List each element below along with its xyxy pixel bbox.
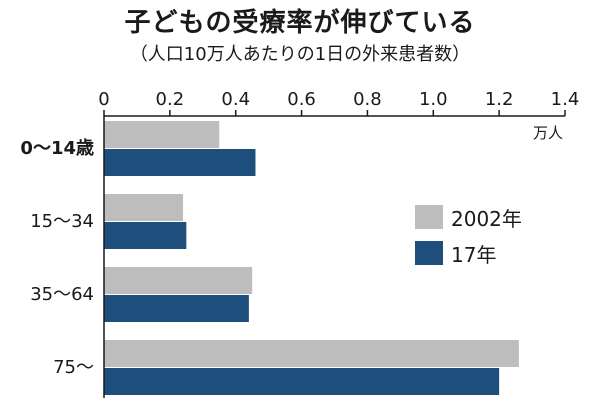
legend-label-17: 17年 [451, 242, 497, 267]
x-tick-label: 0.2 [156, 89, 185, 110]
x-tick-label: 1.4 [551, 89, 580, 110]
bar-17 [104, 295, 249, 322]
chart-subtitle: （人口10万人あたりの1日の外来患者数） [129, 44, 471, 65]
x-tick-label: 1.2 [485, 89, 514, 110]
legend: 2002年 17年 [415, 203, 522, 275]
chart-title: 子どもの受療率が伸びている [124, 8, 476, 38]
x-tick-label: 0.6 [287, 89, 316, 110]
bar-2002 [104, 194, 184, 221]
bar-2002 [104, 340, 519, 367]
bar-2002 [104, 267, 253, 294]
x-tick-label: 1.0 [419, 89, 448, 110]
category-label: 35〜64 [30, 284, 94, 305]
category-label: 15〜34 [30, 211, 94, 232]
legend-swatch-2002 [415, 205, 443, 229]
x-axis-unit: 万人 [533, 124, 563, 142]
legend-item-2002: 2002年 [415, 203, 522, 231]
x-tick-label: 0 [98, 89, 109, 110]
bar-17 [104, 222, 187, 249]
bar-17 [104, 149, 256, 176]
bar-17 [104, 368, 500, 395]
x-tick-label: 0.4 [221, 89, 250, 110]
bar-2002 [104, 121, 220, 148]
legend-item-17: 17年 [415, 239, 522, 267]
category-label: 75〜 [53, 357, 94, 378]
category-label: 0〜14歳 [20, 138, 94, 159]
x-tick-label: 0.8 [353, 89, 382, 110]
legend-swatch-17 [415, 241, 443, 265]
legend-label-2002: 2002年 [451, 206, 522, 231]
